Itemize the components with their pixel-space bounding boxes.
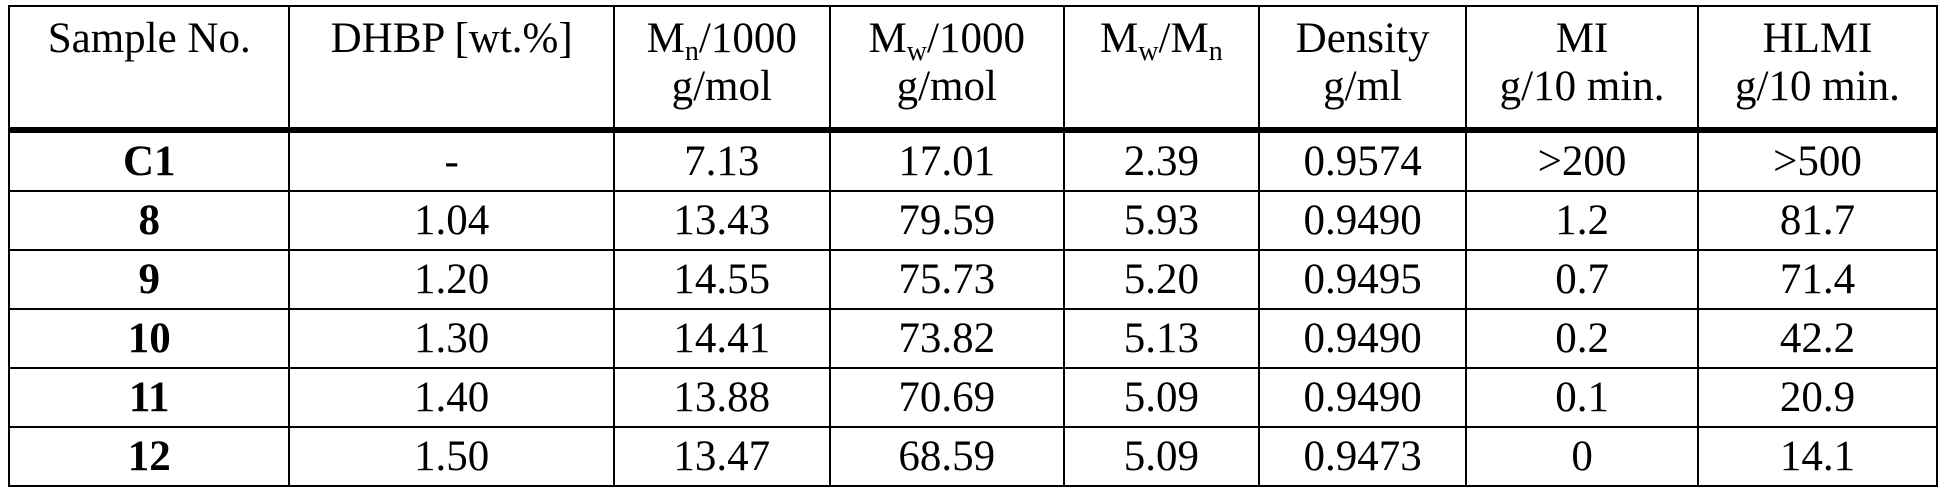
- cell-mw: 70.69: [828, 367, 1065, 428]
- cell-dhbp: -: [288, 129, 615, 192]
- header-mn-subscript: n: [684, 36, 699, 67]
- header-mw-line1: Mw/1000: [835, 15, 1059, 66]
- cell-mw-mn: 5.93: [1062, 190, 1260, 251]
- header-mi-unit: g/10 min.: [1499, 63, 1665, 110]
- cell-mi: 0.1: [1465, 367, 1699, 428]
- header-hlmi: HLMI g/10 min.: [1696, 5, 1939, 133]
- cell-hlmi: 42.2: [1696, 308, 1939, 369]
- results-table: Sample No. DHBP [wt.%] Mn/1000 g/mol Mw/…: [7, 5, 1939, 487]
- header-mw-mn: Mw/Mn: [1062, 5, 1260, 133]
- header-mn: Mn/1000 g/mol: [612, 5, 831, 133]
- cell-mw-mn: 2.39: [1062, 129, 1260, 192]
- cell-sample-no: 9: [7, 249, 291, 310]
- header-dhbp: DHBP [wt.%]: [288, 5, 615, 133]
- header-density-label: Density: [1295, 15, 1430, 62]
- cell-dhbp: 1.40: [288, 367, 615, 428]
- table-row: 12 1.50 13.47 68.59 5.09 0.9473 0 14.1: [7, 426, 1939, 487]
- cell-density: 0.9490: [1257, 367, 1468, 428]
- header-mn-unit: g/mol: [671, 63, 772, 110]
- header-density: Density g/ml: [1257, 5, 1468, 133]
- cell-mw: 68.59: [828, 426, 1065, 487]
- header-sample-no-label: Sample No.: [47, 15, 251, 62]
- cell-hlmi: 81.7: [1696, 190, 1939, 251]
- cell-sample-no: 10: [7, 308, 291, 369]
- header-mw-subscript: w: [906, 36, 927, 67]
- table-header: Sample No. DHBP [wt.%] Mn/1000 g/mol Mw/…: [7, 5, 1939, 133]
- cell-sample-no: C1: [7, 129, 291, 192]
- cell-mi: >200: [1465, 129, 1699, 192]
- cell-dhbp: 1.30: [288, 308, 615, 369]
- header-hlmi-label: HLMI: [1762, 15, 1873, 62]
- cell-density: 0.9574: [1257, 129, 1468, 192]
- table-row: 9 1.20 14.55 75.73 5.20 0.9495 0.7 71.4: [7, 249, 1939, 310]
- header-row: Sample No. DHBP [wt.%] Mn/1000 g/mol Mw/…: [7, 5, 1939, 133]
- header-mw-unit: g/mol: [896, 63, 997, 110]
- cell-mn: 14.55: [612, 249, 831, 310]
- cell-mw: 73.82: [828, 308, 1065, 369]
- table-row: C1 - 7.13 17.01 2.39 0.9574 >200 >500: [7, 129, 1939, 192]
- cell-mn: 13.43: [612, 190, 831, 251]
- cell-mi: 0: [1465, 426, 1699, 487]
- cell-dhbp: 1.04: [288, 190, 615, 251]
- cell-hlmi: >500: [1696, 129, 1939, 192]
- cell-mw-mn: 5.09: [1062, 367, 1260, 428]
- header-mw-mn-line1: Mw/Mn: [1069, 15, 1254, 66]
- header-mi: MI g/10 min.: [1465, 5, 1699, 133]
- cell-mn: 14.41: [612, 308, 831, 369]
- table-body: C1 - 7.13 17.01 2.39 0.9574 >200 >500 8 …: [7, 129, 1939, 487]
- header-hlmi-unit: g/10 min.: [1735, 63, 1900, 110]
- cell-mi: 0.2: [1465, 308, 1699, 369]
- cell-mw-mn: 5.09: [1062, 426, 1260, 487]
- cell-mw-mn: 5.20: [1062, 249, 1260, 310]
- header-mw-symbol: M: [868, 15, 907, 62]
- cell-mn: 13.47: [612, 426, 831, 487]
- cell-mw: 79.59: [828, 190, 1065, 251]
- table-row: 10 1.30 14.41 73.82 5.13 0.9490 0.2 42.2: [7, 308, 1939, 369]
- header-mn-symbol: M: [646, 15, 685, 62]
- header-density-unit: g/ml: [1323, 63, 1402, 110]
- cell-sample-no: 12: [7, 426, 291, 487]
- cell-sample-no: 11: [7, 367, 291, 428]
- header-mw-mn-divisor: /M: [1158, 15, 1209, 62]
- cell-dhbp: 1.50: [288, 426, 615, 487]
- table-row: 8 1.04 13.43 79.59 5.93 0.9490 1.2 81.7: [7, 190, 1939, 251]
- cell-mn: 7.13: [612, 129, 831, 192]
- cell-density: 0.9473: [1257, 426, 1468, 487]
- header-mw: Mw/1000 g/mol: [828, 5, 1065, 133]
- cell-hlmi: 14.1: [1696, 426, 1939, 487]
- cell-dhbp: 1.20: [288, 249, 615, 310]
- cell-density: 0.9495: [1257, 249, 1468, 310]
- cell-sample-no: 8: [7, 190, 291, 251]
- cell-hlmi: 20.9: [1696, 367, 1939, 428]
- header-mn-divisor: /1000: [698, 15, 797, 62]
- cell-density: 0.9490: [1257, 308, 1468, 369]
- table-row: 11 1.40 13.88 70.69 5.09 0.9490 0.1 20.9: [7, 367, 1939, 428]
- cell-mn: 13.88: [612, 367, 831, 428]
- header-mw-divisor: /1000: [927, 15, 1025, 62]
- header-mi-label: MI: [1555, 15, 1609, 62]
- header-mw-mn-subscript-w: w: [1138, 36, 1159, 67]
- cell-mw: 75.73: [828, 249, 1065, 310]
- header-sample-no: Sample No.: [7, 5, 291, 133]
- header-dhbp-label: DHBP [wt.%]: [330, 15, 573, 62]
- cell-mw: 17.01: [828, 129, 1065, 192]
- header-mn-line1: Mn/1000: [619, 15, 825, 66]
- cell-density: 0.9490: [1257, 190, 1468, 251]
- cell-mi: 1.2: [1465, 190, 1699, 251]
- cell-hlmi: 71.4: [1696, 249, 1939, 310]
- header-mw-mn-symbol: M: [1100, 15, 1139, 62]
- header-mw-mn-subscript-n: n: [1208, 36, 1223, 67]
- cell-mi: 0.7: [1465, 249, 1699, 310]
- cell-mw-mn: 5.13: [1062, 308, 1260, 369]
